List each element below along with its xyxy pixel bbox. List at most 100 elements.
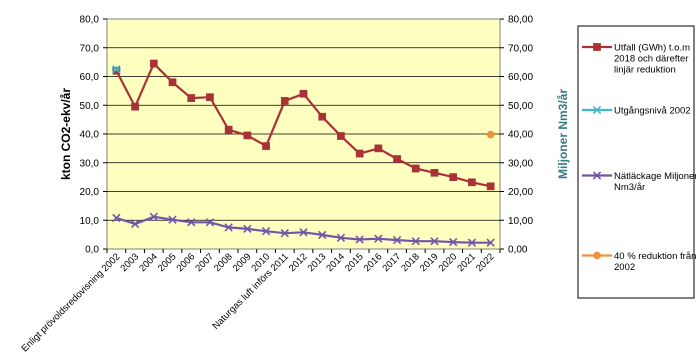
right-tick-label: 50,00 [508,101,533,112]
legend-label: 2002 [614,262,635,273]
series-3-point [112,213,121,223]
x-tick-label: 2006 [175,251,198,274]
y-axis-label-right: Miljoner Nm3/år [556,89,570,179]
series-1-point [318,112,327,121]
series-3-point [205,218,215,227]
x-tick-label: 2016 [362,251,385,274]
x-tick-label: 2021 [455,251,478,274]
legend-swatch-marker [593,43,601,51]
left-tick-label: 60,0 [80,72,100,83]
series-1-point [374,144,383,153]
x-tick-label: 2015 [343,251,366,274]
series-1-point [468,178,476,187]
x-tick-label: 2013 [306,251,329,274]
legend-label: 2018 och därefter [614,54,688,65]
legend-swatch-marker [592,105,602,115]
left-tick-label: 70,0 [80,43,100,54]
series-1-point [112,66,121,75]
series-1-point [224,125,233,134]
series-1-point [299,89,308,98]
series-3-point [280,229,289,238]
series-group [111,59,495,247]
series-3-point [318,230,327,240]
legend-swatch-marker [593,251,601,260]
series-3-point [392,235,402,245]
series-1-point [262,142,270,150]
legend-label: Nm3/år [614,182,645,193]
series-2-point [111,65,121,74]
series-1-point [280,97,289,105]
left-tick-label: 10,0 [80,216,100,227]
right-tick-label: 20,00 [508,187,533,198]
legend-label: Utgångsnivå 2002 [614,106,691,117]
series-3-point [130,219,140,229]
x-tick-label: 2004 [137,251,160,274]
series-3-point [486,238,495,247]
legend-label: linjär reduktion [614,65,676,76]
x-tick-label: 2019 [418,251,441,274]
series-1-point [149,59,158,68]
x-tick-label: 2007 [193,251,216,274]
x-tick-label: 2022 [474,251,497,274]
x-tick-label: 2005 [156,251,179,274]
right-tick-label: 60,00 [508,72,533,83]
series-1-point [449,173,458,181]
x-tick-label: 2003 [118,251,141,274]
legend-swatch-marker [592,171,602,180]
right-tick-label: 10,00 [508,216,533,227]
series-1-point [430,168,439,177]
series-1-point [206,93,214,102]
legend-label: Nätläckage Miljoner [614,171,696,182]
series-3-point [168,215,177,224]
x-tick-label: 2012 [287,251,310,274]
left-tick-label: 50,0 [80,101,100,112]
x-tick-label: Enligt prövoldsredovisning 2002 [19,251,122,354]
left-tick-label: 0,0 [85,245,99,256]
series-1-point [355,149,364,158]
series-3-point [243,224,252,234]
x-tick-label: 2008 [212,251,235,274]
y-axis-label-left: kton CO2-ekv/år [59,88,73,180]
right-tick-label: 70,00 [508,43,533,54]
series-1-point [486,182,495,191]
series-3-point [299,228,308,237]
legend-label: Utfall (GWh) t.o.m [614,43,690,54]
right-tick-label: 40,00 [508,130,533,141]
series-1-point [131,102,139,111]
series-3-point [411,237,420,246]
series-1-point [187,94,196,102]
left-tick-label: 20,0 [80,187,100,198]
x-tick-label: 2017 [380,251,403,274]
series-3-point [430,237,439,246]
series-1-point [168,78,177,87]
series-3-point [374,234,383,243]
x-tick-label: 2014 [324,251,347,274]
left-tick-label: 80,0 [80,15,100,26]
series-4-point [486,130,495,139]
series-3-point [224,223,233,232]
legend-label: 40 % reduktion från [614,251,696,262]
series-1-point [411,164,420,173]
series-1-point [337,132,345,140]
series-3-point [355,235,364,244]
series-3-point [149,212,158,221]
series-3-point [261,227,271,236]
x-tick-label: 2020 [437,251,460,274]
right-tick-label: 0,00 [508,245,528,256]
plot-area-group [106,18,501,250]
x-tick-label: 2009 [231,251,254,274]
series-3-point [187,218,196,227]
right-tick-label: 80,00 [508,15,533,26]
series-1-point [243,131,252,140]
series-3-point [336,233,346,242]
series-3-point [467,238,477,247]
series-1-point [393,155,401,163]
x-tick-label: 2018 [399,251,422,274]
left-tick-label: 40,0 [80,130,100,141]
left-tick-label: 30,0 [80,158,100,169]
right-tick-label: 30,00 [508,158,533,169]
series-3-point [449,237,458,247]
